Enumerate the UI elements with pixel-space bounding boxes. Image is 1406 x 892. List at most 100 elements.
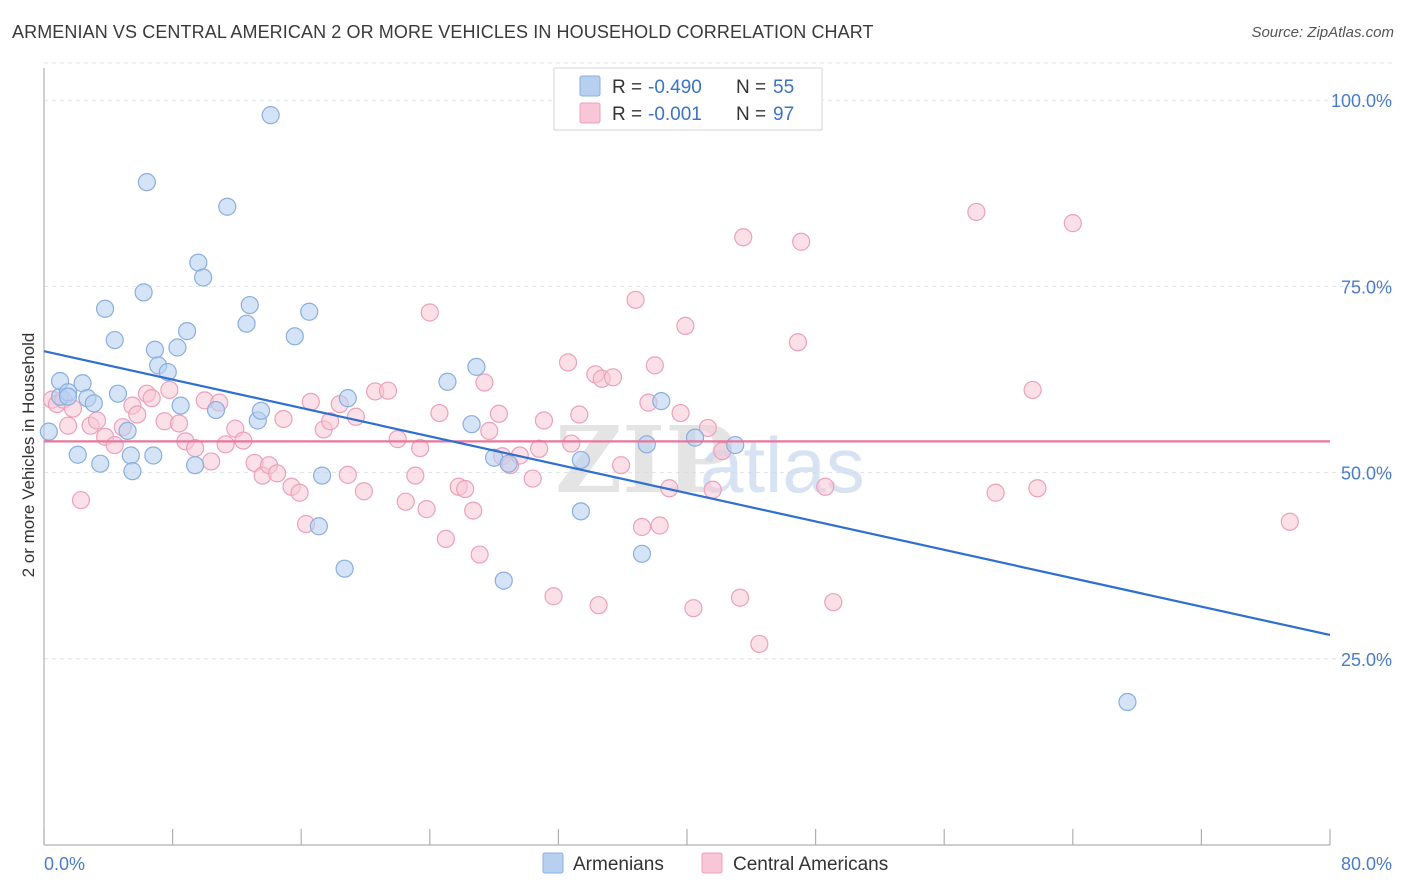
point-central-americans-29 — [267, 464, 287, 483]
point-armenians-17 — [137, 173, 156, 192]
source-label: Source: ZipAtlas.com — [1251, 24, 1394, 41]
point-armenians-0 — [39, 422, 58, 441]
bottom-legend-label-central-americans: Central Americans — [733, 854, 888, 875]
chart-title: ARMENIAN VS CENTRAL AMERICAN 2 OR MORE V… — [12, 22, 874, 42]
point-armenians-36 — [300, 302, 319, 321]
trend-lines — [43, 350, 1331, 637]
point-central-americans-17 — [169, 414, 189, 433]
point-central-americans-45 — [406, 466, 425, 485]
point-armenians-30 — [237, 314, 256, 333]
point-armenians-35 — [285, 327, 304, 346]
point-armenians-12 — [108, 384, 128, 403]
point-central-americans-3 — [59, 416, 78, 435]
point-central-americans-86 — [734, 228, 753, 247]
point-central-americans-61 — [523, 469, 542, 488]
point-central-americans-39 — [346, 407, 365, 426]
point-armenians-28 — [206, 400, 226, 420]
point-central-americans-21 — [202, 452, 221, 471]
point-central-americans-49 — [430, 403, 449, 423]
point-central-americans-14 — [142, 389, 161, 408]
point-armenians-44 — [494, 571, 513, 590]
point-central-americans-96 — [1063, 214, 1082, 233]
point-armenians-19 — [145, 340, 165, 359]
point-armenians-31 — [240, 295, 259, 315]
point-armenians-15 — [123, 462, 142, 481]
point-central-americans-23 — [216, 435, 235, 454]
point-armenians-38 — [312, 466, 332, 485]
point-armenians-8 — [84, 394, 103, 413]
point-central-americans-69 — [589, 596, 608, 615]
legend-n-value-pink: 97 — [773, 104, 794, 125]
point-central-americans-40 — [354, 482, 373, 501]
point-central-americans-94 — [1023, 380, 1042, 400]
point-armenians-41 — [438, 372, 457, 391]
point-central-americans-72 — [611, 456, 631, 475]
point-central-americans-32 — [290, 483, 309, 502]
point-armenians-25 — [186, 456, 205, 475]
point-armenians-4 — [59, 387, 78, 406]
point-central-americans-74 — [632, 517, 652, 537]
legend-r-label-pink: R = — [612, 104, 642, 125]
point-central-americans-92 — [967, 202, 986, 222]
legend-n-label-blue: N = — [736, 77, 766, 98]
y-tick-label-0: 25.0% — [1341, 650, 1392, 670]
y-axis-title: 2 or more Vehicles in Household — [19, 333, 38, 578]
point-armenians-52 — [685, 428, 705, 447]
point-armenians-5 — [68, 445, 87, 464]
point-armenians-22 — [168, 338, 187, 357]
point-central-americans-7 — [87, 411, 107, 430]
point-central-americans-82 — [698, 418, 717, 438]
point-armenians-47 — [571, 450, 591, 470]
legend-swatch-pink — [579, 102, 601, 124]
point-central-americans-42 — [378, 381, 398, 400]
point-central-americans-16 — [160, 380, 179, 400]
point-armenians-37 — [309, 517, 328, 536]
point-central-americans-89 — [792, 232, 811, 251]
point-central-americans-30 — [274, 409, 293, 429]
x-tick-label-min: 0.0% — [44, 854, 85, 874]
point-central-americans-50 — [436, 529, 455, 549]
point-central-americans-97 — [1280, 512, 1299, 531]
x-tick-label-max: 80.0% — [1341, 854, 1392, 874]
point-armenians-49 — [632, 544, 652, 563]
point-armenians-11 — [105, 330, 124, 350]
point-central-americans-65 — [558, 353, 578, 372]
point-central-americans-57 — [489, 404, 509, 423]
point-central-americans-85 — [730, 588, 750, 607]
y-tick-labels: 25.0% 50.0% 75.0% 100.0% — [1331, 91, 1392, 670]
trend-line-armenians — [43, 350, 1331, 637]
point-armenians-21 — [158, 362, 177, 382]
point-armenians-43 — [467, 357, 486, 376]
point-central-americans-77 — [650, 516, 669, 535]
point-central-americans-44 — [396, 492, 415, 511]
legend-swatch-blue — [579, 75, 601, 97]
bottom-legend-swatch-armenians — [542, 852, 564, 874]
point-central-americans-43 — [388, 430, 407, 449]
point-armenians-54 — [1118, 692, 1137, 712]
point-central-americans-55 — [475, 373, 494, 392]
point-central-americans-47 — [417, 500, 436, 519]
x-tick-labels: 0.0% 80.0% — [44, 854, 1392, 874]
point-central-americans-81 — [684, 599, 703, 618]
point-armenians-18 — [144, 446, 163, 465]
point-central-americans-87 — [750, 634, 769, 654]
point-central-americans-71 — [603, 368, 623, 387]
point-central-americans-79 — [671, 403, 690, 423]
point-armenians-48 — [571, 502, 591, 521]
point-armenians-50 — [637, 435, 656, 454]
series-armenians — [39, 106, 1137, 712]
point-armenians-51 — [652, 392, 671, 411]
point-armenians-53 — [726, 435, 745, 455]
point-armenians-39 — [335, 559, 354, 578]
watermark-atlas: atlas — [700, 421, 865, 509]
point-central-americans-46 — [411, 438, 430, 458]
legend-r-value-blue: -0.490 — [648, 77, 702, 98]
point-central-americans-73 — [626, 290, 645, 309]
point-central-americans-90 — [816, 477, 835, 496]
point-central-americans-93 — [986, 483, 1005, 502]
point-central-americans-9 — [105, 435, 124, 455]
y-tick-label-1: 50.0% — [1341, 464, 1392, 484]
y-tick-label-3: 100.0% — [1331, 91, 1392, 111]
bottom-legend-swatch-central-americans — [701, 852, 723, 874]
point-central-americans-52 — [456, 479, 475, 499]
